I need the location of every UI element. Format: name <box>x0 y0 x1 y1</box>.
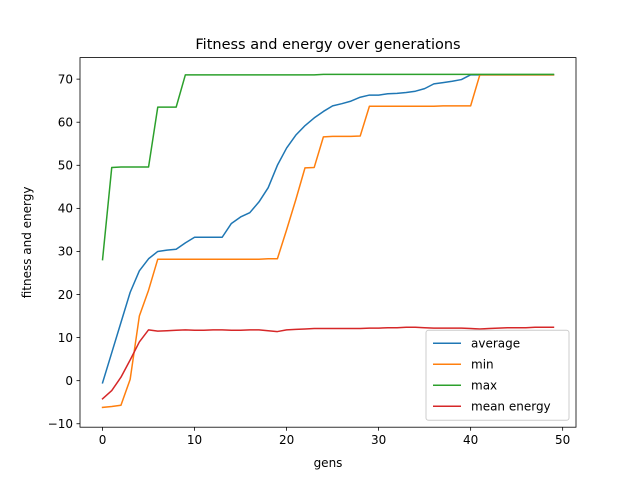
y-tick-label: 0 <box>65 374 73 388</box>
y-tick-label: 40 <box>58 202 73 216</box>
x-tick-label: 40 <box>463 433 478 447</box>
legend-label: min <box>471 358 494 372</box>
series-line-mean-energy <box>101 326 555 400</box>
y-tick-label: 70 <box>58 72 73 86</box>
y-axis-label: fitness and energy <box>20 187 34 299</box>
series-lines <box>101 73 555 409</box>
x-axis-label: gens <box>314 456 343 470</box>
x-tick-label: 10 <box>187 433 202 447</box>
y-tick-label: 20 <box>58 288 73 302</box>
x-axis-ticks: 0 10 20 30 40 50 <box>99 427 570 447</box>
y-tick-label: 60 <box>58 116 73 130</box>
chart-title: Fitness and energy over generations <box>195 37 460 53</box>
x-tick-label: 20 <box>279 433 294 447</box>
y-tick-label: 50 <box>58 159 73 173</box>
series-line-max <box>101 73 555 261</box>
y-tick-label: −10 <box>48 417 73 431</box>
series-line-min <box>101 74 555 409</box>
plot-frame <box>79 57 577 428</box>
x-tick-label: 0 <box>99 433 107 447</box>
legend: average min max mean energy <box>425 329 570 421</box>
y-axis-ticks: −10 0 10 20 30 40 50 60 70 <box>48 72 80 431</box>
x-tick-label: 50 <box>555 433 570 447</box>
y-tick-label: 30 <box>58 245 73 259</box>
legend-label: average <box>471 337 520 351</box>
legend-label: max <box>471 379 497 393</box>
legend-box <box>425 329 570 421</box>
legend-label: mean energy <box>471 400 551 414</box>
x-tick-label: 30 <box>371 433 386 447</box>
y-tick-label: 10 <box>58 331 73 345</box>
